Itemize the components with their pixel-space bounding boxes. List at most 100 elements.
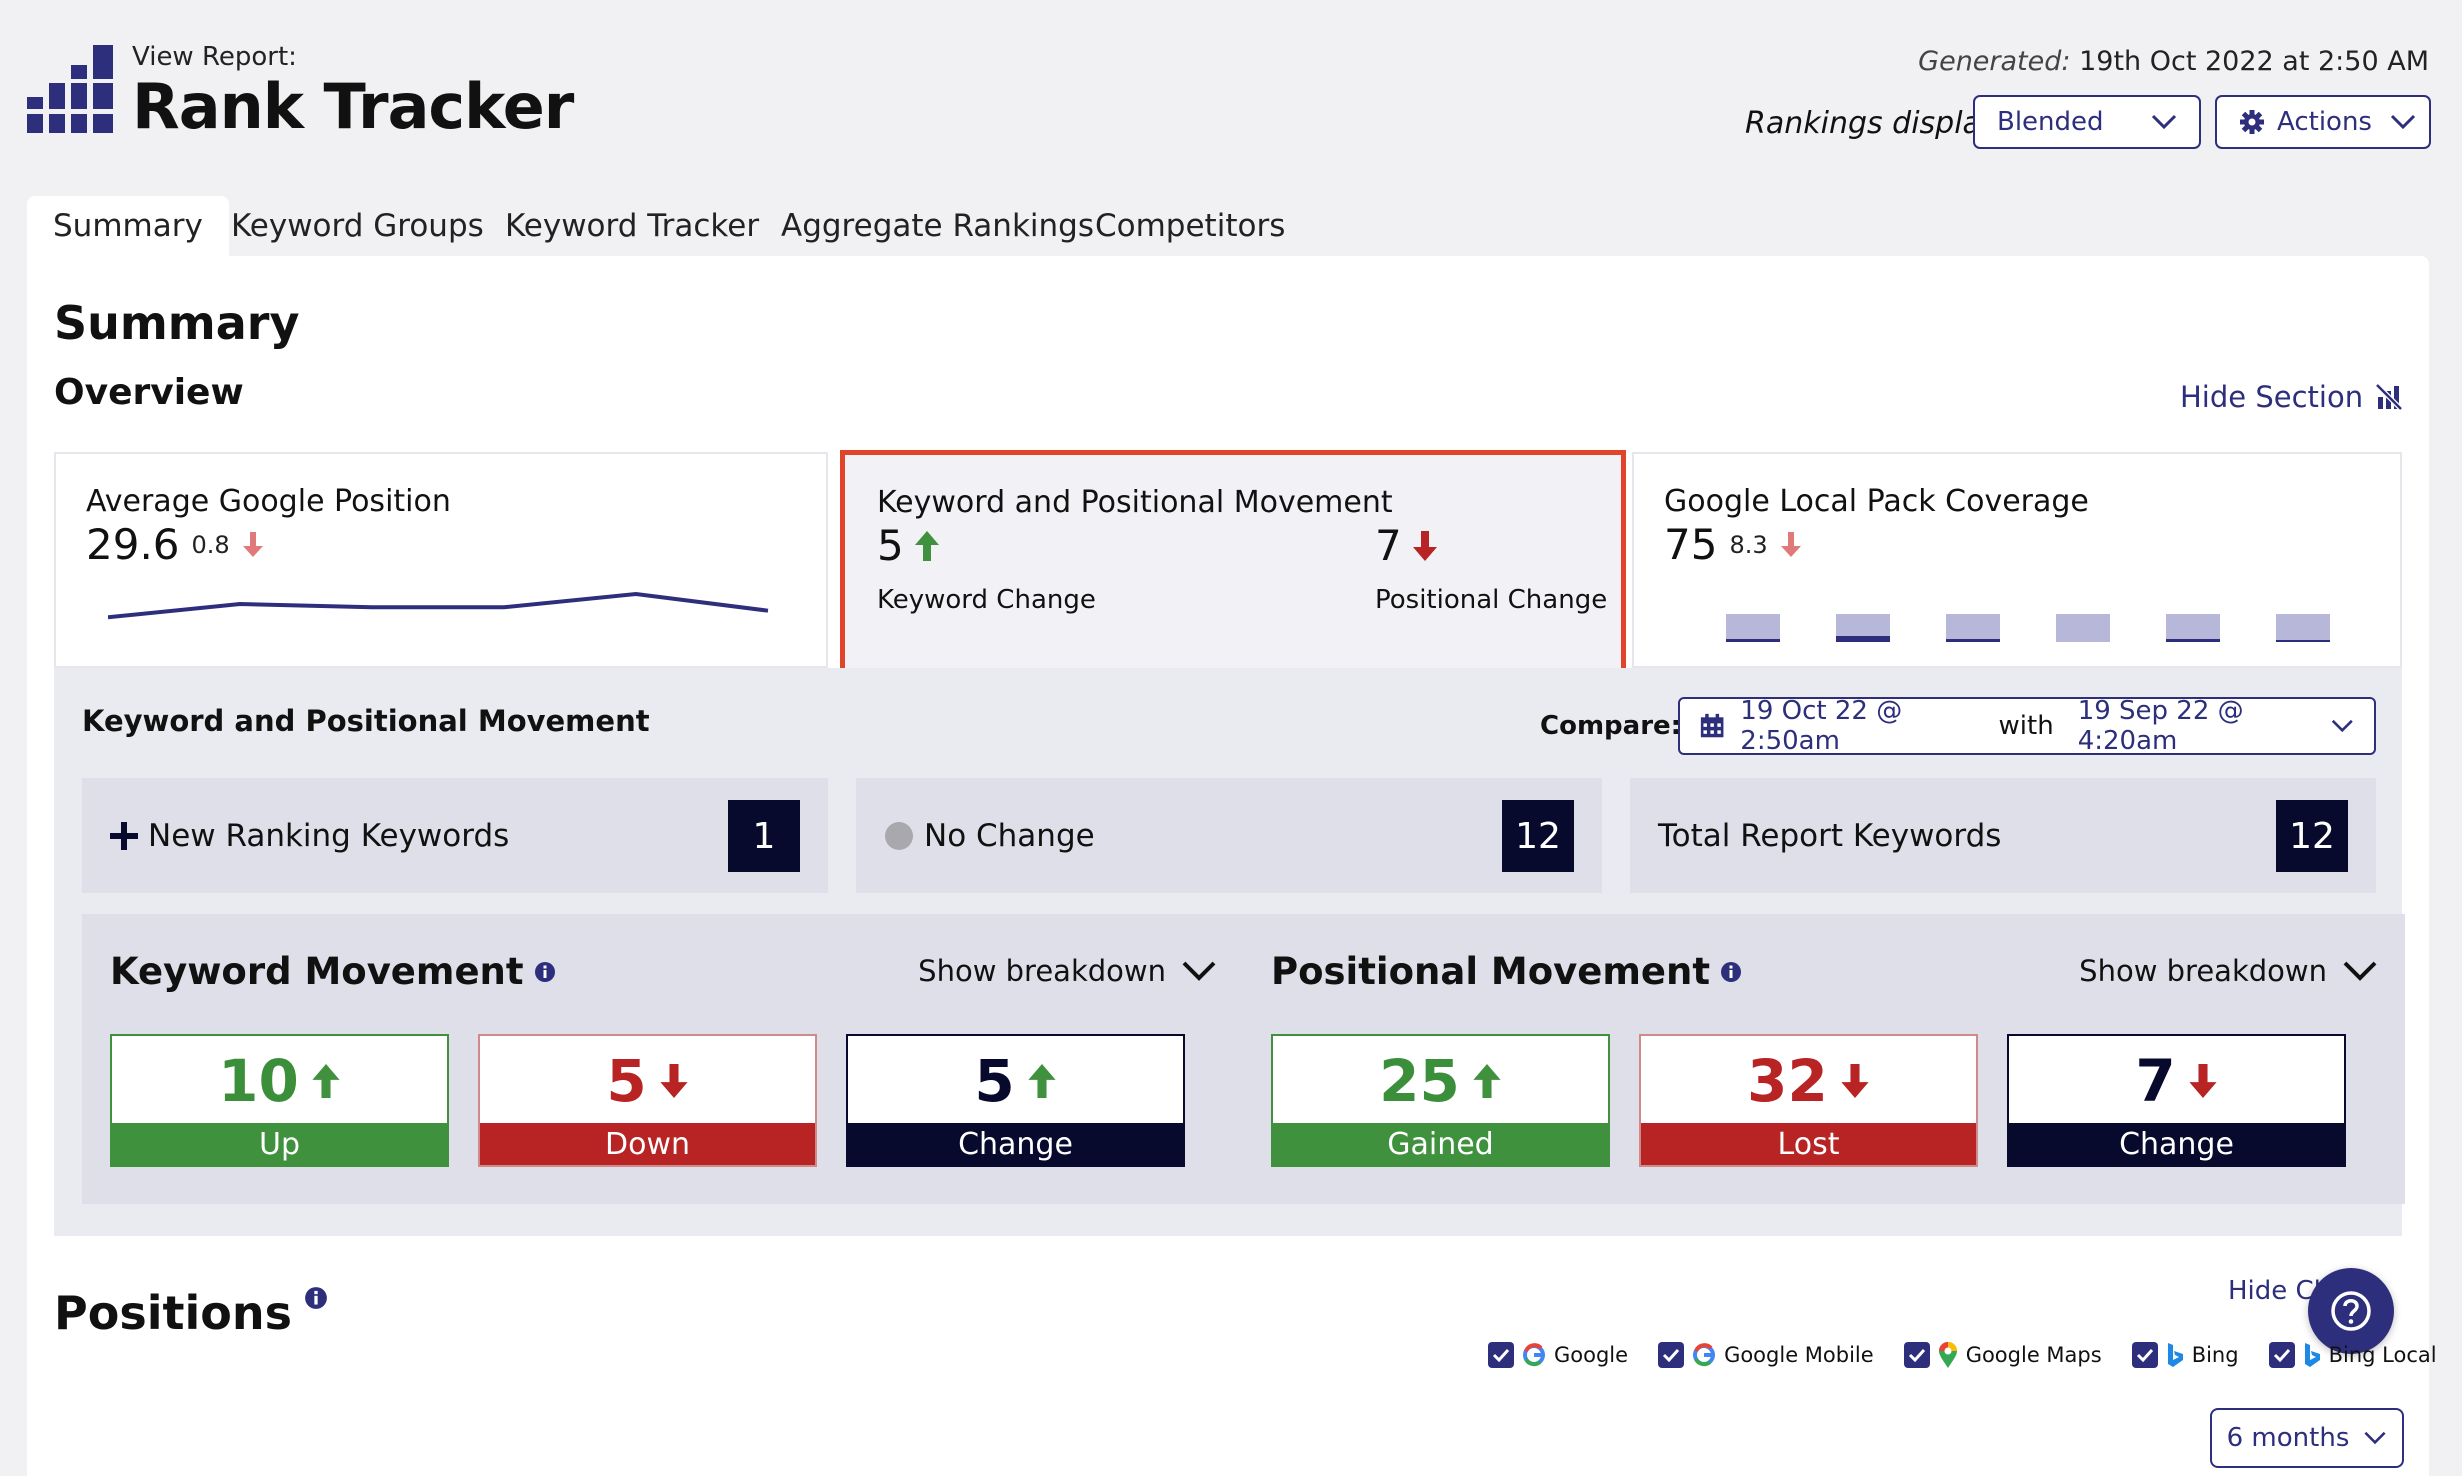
- engine-label-google: Google: [1554, 1343, 1629, 1367]
- local-pack-values: 75 8.3: [1664, 520, 1802, 569]
- search-engine-filters: Google Google Mobile Google Maps Bing Bi…: [1488, 1342, 2451, 1368]
- tab-competitors[interactable]: Competitors: [1095, 208, 1286, 244]
- chevron-down-icon: [2364, 1431, 2386, 1445]
- page-title: Rank Tracker: [132, 70, 574, 143]
- engine-filter-google-maps[interactable]: Google Maps: [1903, 1342, 2102, 1368]
- arrow-up-icon: [312, 1064, 340, 1098]
- new-ranking-keywords-stat[interactable]: New Ranking Keywords 1: [82, 778, 828, 893]
- positional-movement-title: Positional Movement: [1271, 950, 1711, 993]
- keyword-up-box[interactable]: 10 Up: [110, 1034, 449, 1167]
- keyword-change-box[interactable]: 5 Change: [846, 1034, 1185, 1167]
- positional-lost-label: Lost: [1641, 1123, 1976, 1165]
- tab-aggregate-rankings[interactable]: Aggregate Rankings: [781, 208, 1094, 244]
- tab-keyword-groups[interactable]: Keyword Groups: [231, 208, 484, 244]
- positions-heading: Positions: [54, 1286, 292, 1340]
- keyword-movement-title: Keyword Movement: [110, 950, 524, 993]
- local-pack-bar-fill: [1726, 639, 1780, 642]
- local-pack-bar: [2276, 614, 2330, 642]
- map-pin-icon: [1938, 1342, 1957, 1368]
- positional-gained-value-wrap: 25: [1273, 1046, 1608, 1116]
- generated-label: Generated:: [1918, 46, 2071, 77]
- movement-section-title: Keyword and Positional Movement: [82, 704, 650, 738]
- avg-position-value: 29.6: [86, 520, 180, 569]
- avg-position-values: 29.6 0.8: [86, 520, 264, 569]
- movement-card[interactable]: Keyword and Positional Movement 5 Keywor…: [840, 450, 1626, 676]
- positional-lost-box[interactable]: 32 Lost: [1639, 1034, 1978, 1167]
- question-icon: [2331, 1291, 2371, 1331]
- rankings-display-select[interactable]: Blended: [1973, 95, 2201, 149]
- hide-section-link[interactable]: Hide Section: [2180, 380, 2403, 414]
- new-ranking-label: New Ranking Keywords: [148, 818, 510, 854]
- compare-label: Compare:: [1540, 711, 1682, 741]
- checkbox-checked-icon[interactable]: [2268, 1342, 2295, 1368]
- no-change-stat[interactable]: No Change 12: [856, 778, 1602, 893]
- checkbox-checked-icon[interactable]: [1488, 1342, 1514, 1368]
- arrow-up-icon: [1473, 1064, 1501, 1098]
- view-report-label: View Report:: [132, 42, 297, 72]
- positional-show-breakdown-toggle[interactable]: Show breakdown: [2079, 954, 2377, 988]
- info-icon[interactable]: [304, 1286, 328, 1310]
- compare-to-date: 19 Sep 22 @ 4:20am: [2077, 696, 2244, 756]
- help-button[interactable]: [2308, 1268, 2394, 1354]
- local-pack-value: 75: [1664, 520, 1718, 569]
- local-pack-bar: [1726, 614, 1780, 642]
- positional-change-box-value-wrap: 7: [2009, 1046, 2344, 1116]
- positional-lost-value-wrap: 32: [1641, 1046, 1976, 1116]
- keyword-up-value: 10: [218, 1047, 299, 1115]
- arrow-down-icon: [2189, 1064, 2217, 1098]
- positional-change-box-value: 7: [2135, 1047, 2176, 1115]
- tab-summary[interactable]: Summary: [27, 196, 229, 256]
- keyword-show-breakdown-toggle[interactable]: Show breakdown: [918, 954, 1216, 988]
- info-icon[interactable]: [1720, 961, 1742, 983]
- avg-position-title: Average Google Position: [86, 484, 451, 519]
- info-icon[interactable]: [534, 961, 556, 983]
- keyword-change-box-label: Change: [848, 1123, 1183, 1165]
- arrow-down-icon: [1412, 530, 1437, 561]
- keyword-down-value: 5: [606, 1047, 647, 1115]
- engine-filter-bing[interactable]: Bing: [2131, 1342, 2239, 1368]
- keyword-change-box-value-wrap: 5: [848, 1046, 1183, 1116]
- movement-card-title: Keyword and Positional Movement: [877, 485, 1393, 520]
- period-select[interactable]: 6 months: [2210, 1408, 2404, 1468]
- local-pack-bar: [2166, 614, 2220, 642]
- positional-gained-box[interactable]: 25 Gained: [1271, 1034, 1610, 1167]
- keyword-change-box-value: 5: [974, 1047, 1015, 1115]
- engine-label-google-mobile: Google Mobile: [1724, 1343, 1874, 1367]
- positional-gained-label: Gained: [1273, 1123, 1608, 1165]
- engine-label-google-maps: Google Maps: [1965, 1343, 2102, 1367]
- positional-movement-panel: Positional Movement Show breakdown 25 Ga…: [1243, 914, 2405, 1204]
- no-change-count: 12: [1502, 800, 1574, 872]
- chevron-down-icon: [2332, 719, 2354, 733]
- local-pack-delta: 8.3: [1729, 530, 1768, 559]
- no-change-label-wrap: No Change: [884, 818, 1095, 854]
- arrow-down-icon: [1780, 531, 1801, 557]
- keyword-up-label: Up: [112, 1123, 447, 1165]
- actions-label: Actions: [2277, 107, 2372, 137]
- tab-keyword-tracker[interactable]: Keyword Tracker: [505, 208, 760, 244]
- hide-section-label: Hide Section: [2180, 380, 2364, 414]
- arrow-down-icon: [1841, 1064, 1869, 1098]
- checkbox-checked-icon[interactable]: [1658, 1342, 1685, 1368]
- new-ranking-count: 1: [728, 800, 800, 872]
- engine-filter-google[interactable]: Google: [1488, 1342, 1628, 1368]
- keyword-movement-title-wrap: Keyword Movement: [110, 950, 556, 993]
- gear-icon: [2240, 110, 2264, 134]
- engine-filter-bing-local[interactable]: Bing Local: [2268, 1342, 2437, 1368]
- bing-icon: [2304, 1343, 2320, 1367]
- dot-icon: [885, 822, 913, 850]
- positional-gained-value: 25: [1379, 1047, 1460, 1115]
- positional-movement-title-wrap: Positional Movement: [1271, 950, 1742, 993]
- positional-change-box[interactable]: 7 Change: [2007, 1034, 2346, 1167]
- checkbox-checked-icon[interactable]: [1903, 1342, 1930, 1368]
- checkbox-checked-icon[interactable]: [2131, 1342, 2158, 1368]
- keyword-change-label: Keyword Change: [877, 585, 1096, 615]
- compare-date-picker[interactable]: 19 Oct 22 @ 2:50am with 19 Sep 22 @ 4:20…: [1678, 696, 2376, 756]
- actions-button[interactable]: Actions: [2215, 95, 2431, 149]
- positional-change-label: Positional Change: [1375, 585, 1608, 615]
- engine-label-bing-local: Bing Local: [2328, 1343, 2437, 1367]
- period-value: 6 months: [2226, 1423, 2350, 1453]
- keyword-down-box[interactable]: 5 Down: [478, 1034, 817, 1167]
- overview-heading: Overview: [54, 372, 244, 413]
- engine-label-bing: Bing: [2191, 1343, 2239, 1367]
- engine-filter-google-mobile[interactable]: Google Mobile: [1658, 1342, 1874, 1368]
